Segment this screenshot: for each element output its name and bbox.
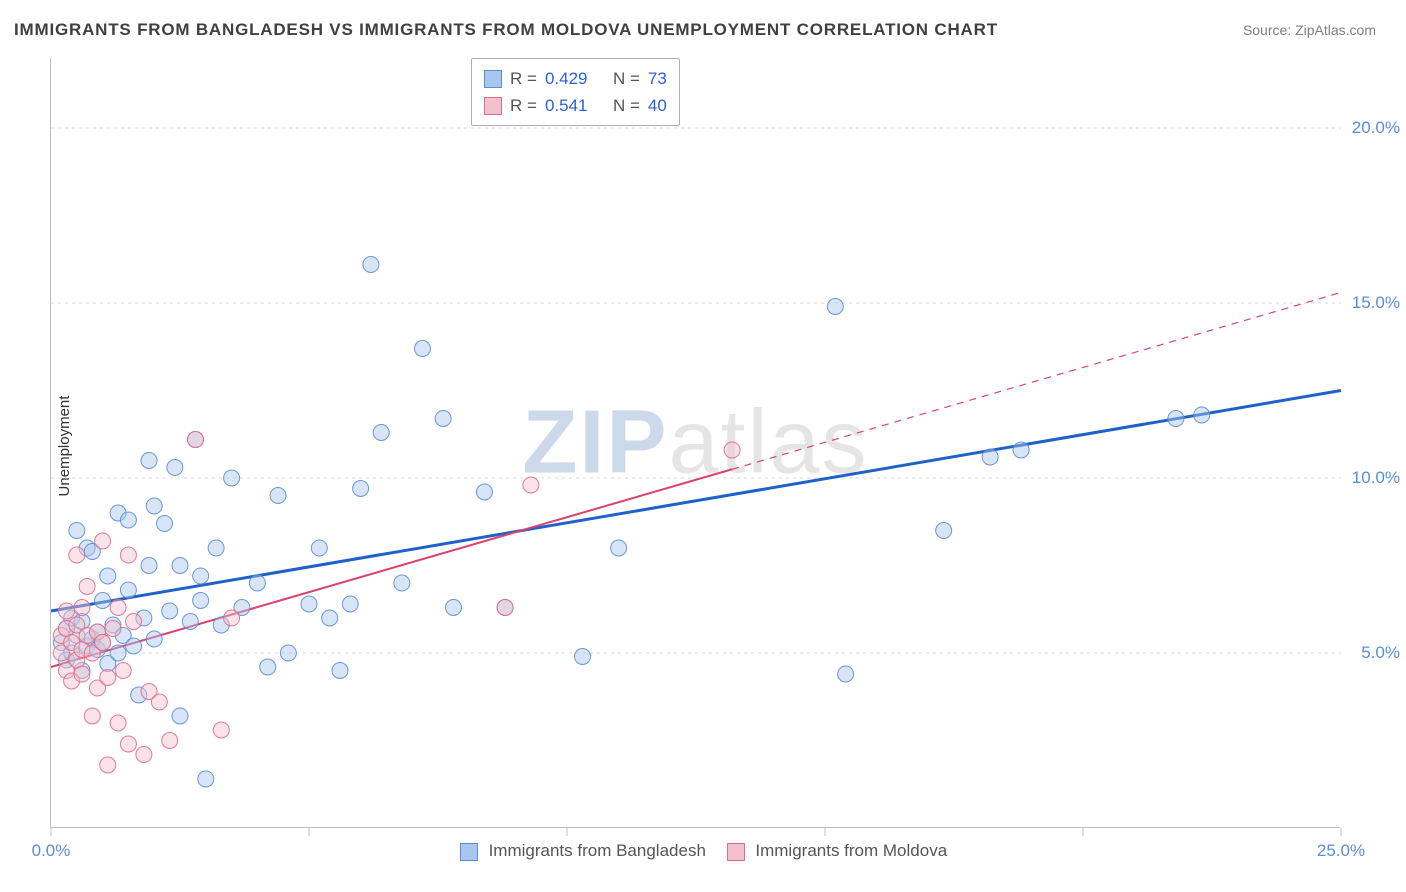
y-tick-label: 20.0% xyxy=(1352,118,1400,138)
x-tick-label: 0.0% xyxy=(32,841,71,861)
legend-n-value: 40 xyxy=(648,92,667,119)
legend-swatch-icon xyxy=(484,70,502,88)
legend-swatch-icon xyxy=(727,843,745,861)
y-tick-label: 5.0% xyxy=(1361,643,1400,663)
legend-n-label: N = xyxy=(613,65,640,92)
legend-row: R = 0.429 N = 73 xyxy=(484,65,667,92)
legend-series-label: Immigrants from Moldova xyxy=(755,841,947,860)
x-tick-label: 25.0% xyxy=(1317,841,1365,861)
legend-swatch-icon xyxy=(484,97,502,115)
legend-r-label: R = xyxy=(510,65,537,92)
legend-swatch-icon xyxy=(460,843,478,861)
legend-row: R = 0.541 N = 40 xyxy=(484,92,667,119)
legend-r-value: 0.541 xyxy=(545,92,588,119)
series-legend: Immigrants from Bangladesh Immigrants fr… xyxy=(51,841,1340,861)
legend-r-value: 0.429 xyxy=(545,65,588,92)
chart-svg xyxy=(51,58,1341,828)
scatter-chart: ZIPatlas R = 0.429 N = 73 R = 0.541 N = … xyxy=(50,58,1340,828)
legend-r-label: R = xyxy=(510,92,537,119)
correlation-legend: R = 0.429 N = 73 R = 0.541 N = 40 xyxy=(471,58,680,126)
legend-n-value: 73 xyxy=(648,65,667,92)
y-tick-label: 10.0% xyxy=(1352,468,1400,488)
legend-series-label: Immigrants from Bangladesh xyxy=(489,841,706,860)
legend-n-label: N = xyxy=(613,92,640,119)
page-title: IMMIGRANTS FROM BANGLADESH VS IMMIGRANTS… xyxy=(14,20,998,40)
source-attribution: Source: ZipAtlas.com xyxy=(1243,22,1376,38)
y-tick-label: 15.0% xyxy=(1352,293,1400,313)
